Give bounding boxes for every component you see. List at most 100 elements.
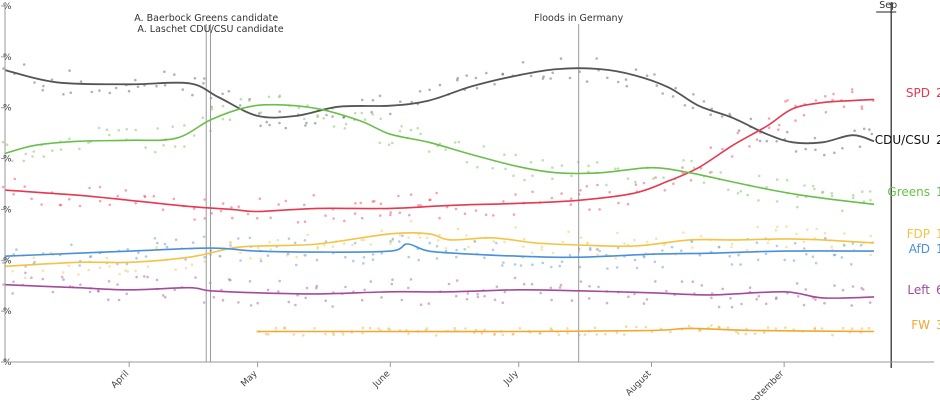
poll-dot — [324, 214, 327, 217]
poll-dot — [155, 245, 158, 249]
poll-dot — [765, 185, 768, 189]
poll-dot — [257, 246, 260, 249]
poll-dot — [369, 280, 373, 283]
y-tick-label: % — [3, 2, 12, 12]
poll-dot — [624, 325, 628, 329]
series-end-value: 1 — [936, 185, 940, 199]
poll-dot — [98, 185, 102, 189]
poll-dot — [767, 117, 771, 120]
poll-dot — [77, 273, 80, 276]
poll-dot — [709, 113, 712, 116]
poll-dot — [313, 121, 317, 125]
poll-dot — [428, 88, 431, 92]
poll-dot — [710, 170, 713, 174]
poll-dot — [598, 249, 601, 253]
poll-dot — [774, 229, 778, 232]
poll-dot — [691, 106, 695, 110]
poll-dot — [465, 298, 469, 301]
poll-dot — [332, 125, 336, 128]
y-tick-label: % — [3, 205, 12, 215]
poll-dot — [371, 99, 375, 102]
poll-dot — [549, 286, 553, 290]
poll-dot — [570, 299, 574, 302]
x-tick-label: September — [744, 369, 786, 400]
poll-dot — [316, 115, 320, 119]
poll-dot — [389, 242, 392, 245]
poll-dot — [559, 57, 563, 60]
poll-dot — [11, 159, 14, 163]
poll-dot — [456, 76, 460, 80]
poll-dot — [785, 178, 789, 182]
poll-dot — [162, 144, 165, 147]
poll-dot — [352, 259, 355, 263]
series-label: FW — [911, 318, 930, 332]
poll-dot — [210, 108, 214, 111]
poll-dot — [869, 234, 873, 238]
poll-dot — [455, 255, 458, 259]
poll-dot — [303, 239, 307, 242]
poll-dot — [165, 245, 169, 249]
poll-dot — [428, 241, 432, 245]
poll-dot — [399, 100, 402, 103]
series-end-value: 6 — [936, 283, 940, 297]
poll-dot — [351, 243, 354, 247]
poll-dot — [540, 245, 544, 248]
poll-dot — [624, 78, 628, 81]
poll-dot — [596, 253, 599, 256]
poll-dot — [578, 265, 582, 269]
poll-dot — [12, 192, 15, 196]
poll-dot — [435, 257, 439, 260]
poll-dot — [266, 288, 270, 292]
poll-dot — [203, 260, 206, 263]
poll-dot — [482, 145, 486, 148]
poll-dot — [491, 248, 495, 252]
poll-dot — [851, 285, 855, 288]
poll-dot — [823, 301, 826, 305]
poll-dot — [96, 289, 100, 293]
poll-dot — [464, 327, 467, 330]
poll-dot — [596, 248, 599, 251]
poll-dot — [662, 243, 666, 247]
poll-dot — [453, 141, 457, 144]
series-end-value: 1 — [936, 227, 940, 241]
poll-dot — [775, 178, 779, 181]
poll-dot — [456, 227, 460, 231]
poll-dot — [642, 181, 646, 185]
poll-dot — [623, 242, 626, 245]
poll-dot — [566, 331, 569, 335]
poll-dot — [739, 263, 742, 266]
poll-dot — [303, 117, 306, 121]
poll-dot — [858, 145, 862, 148]
poll-dot — [296, 221, 300, 224]
poll-dot — [13, 177, 17, 181]
poll-dot — [823, 231, 827, 235]
poll-dot — [125, 292, 129, 296]
poll-dot — [683, 104, 687, 107]
series-labels-layer: CDU/CSU 2 SPD 2 Greens 1 FDP 1 AfD 1 Left 6 FW 3 — [875, 86, 940, 332]
poll-dot — [813, 326, 817, 330]
poll-dot — [391, 239, 394, 242]
poll-dot — [69, 91, 72, 94]
poll-dot — [5, 259, 8, 263]
poll-dot — [709, 146, 713, 149]
poll-dot — [360, 111, 364, 115]
poll-dot — [692, 166, 696, 170]
poll-dot — [671, 95, 675, 98]
poll-dot — [190, 263, 194, 267]
poll-dot — [400, 298, 404, 302]
poll-dot — [32, 150, 36, 153]
poll-dot — [463, 248, 467, 251]
poll-dot — [513, 263, 517, 266]
poll-dot — [804, 147, 807, 151]
poll-dot — [802, 240, 806, 244]
poll-dot — [125, 262, 129, 266]
poll-dot — [522, 237, 526, 241]
poll-dot — [143, 194, 146, 198]
poll-dot — [530, 282, 534, 286]
poll-dot — [203, 255, 206, 259]
poll-dot — [387, 143, 391, 147]
poll-dot — [669, 330, 672, 334]
poll-dot — [183, 124, 186, 127]
